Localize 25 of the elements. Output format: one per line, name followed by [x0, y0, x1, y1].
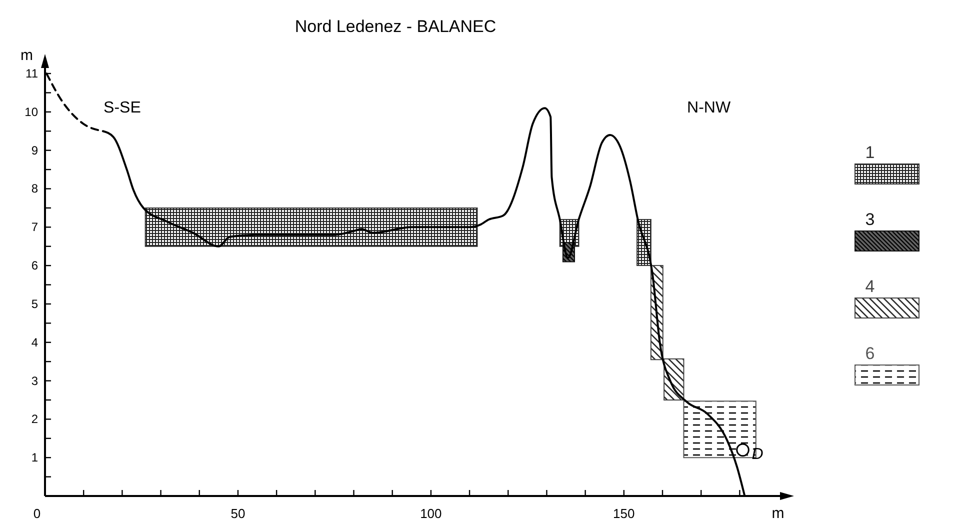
y-tick-label: 1: [31, 450, 38, 465]
y-tick-label: 6: [31, 258, 38, 273]
y-axis-title: m: [20, 47, 33, 64]
y-tick-label: 2: [31, 412, 38, 426]
annotation: S-SE: [104, 99, 141, 116]
x-tick-label: 100: [420, 506, 442, 521]
y-tick-label: 4: [31, 335, 38, 350]
y-tick-label: 5: [31, 296, 38, 311]
y-tick-label: 9: [31, 143, 38, 158]
x-tick-label: 50: [230, 506, 246, 521]
text: 1: [865, 143, 875, 162]
x-tick-label: 150: [613, 506, 635, 521]
text: 3: [865, 210, 875, 229]
y-tick-label: 8: [31, 182, 38, 196]
series-label: D: [752, 446, 764, 463]
y-tick-label: 3: [31, 374, 38, 388]
annotation: N-NW: [687, 99, 732, 116]
chart-title: Nord Ledenez - BALANEC: [294, 17, 496, 36]
y-tick-label: 11: [26, 66, 38, 81]
x-tick-label: 0: [33, 506, 41, 521]
y-tick-label: 7: [31, 220, 38, 234]
text: 4: [865, 277, 875, 296]
text: 6: [865, 344, 875, 363]
x-axis-title: m: [772, 505, 784, 521]
y-tick-label: 10: [24, 104, 38, 119]
